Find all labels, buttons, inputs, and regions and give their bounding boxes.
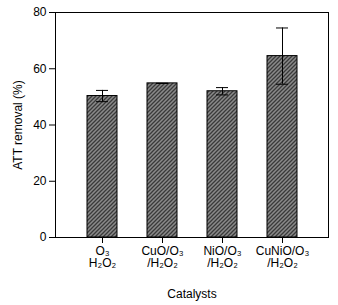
svg-text:CuO/O₃/H₂O₂: CuO/O₃/H₂O₂ [141, 244, 183, 270]
svg-text:40: 40 [33, 118, 47, 132]
svg-text:80: 80 [33, 5, 47, 19]
svg-text:0: 0 [40, 230, 47, 244]
svg-text:O₃H₂O₂: O₃H₂O₂ [89, 244, 117, 270]
svg-text:NiO/O₃/H₂O₂: NiO/O₃/H₂O₂ [203, 244, 241, 270]
svg-text:Catalysts: Catalysts [167, 287, 216, 301]
svg-text:20: 20 [33, 174, 47, 188]
svg-text:60: 60 [33, 62, 47, 76]
svg-text:CuNiO/O₃/H₂O₂: CuNiO/O₃/H₂O₂ [256, 244, 310, 270]
svg-text:ATT removal (%): ATT removal (%) [11, 80, 25, 170]
